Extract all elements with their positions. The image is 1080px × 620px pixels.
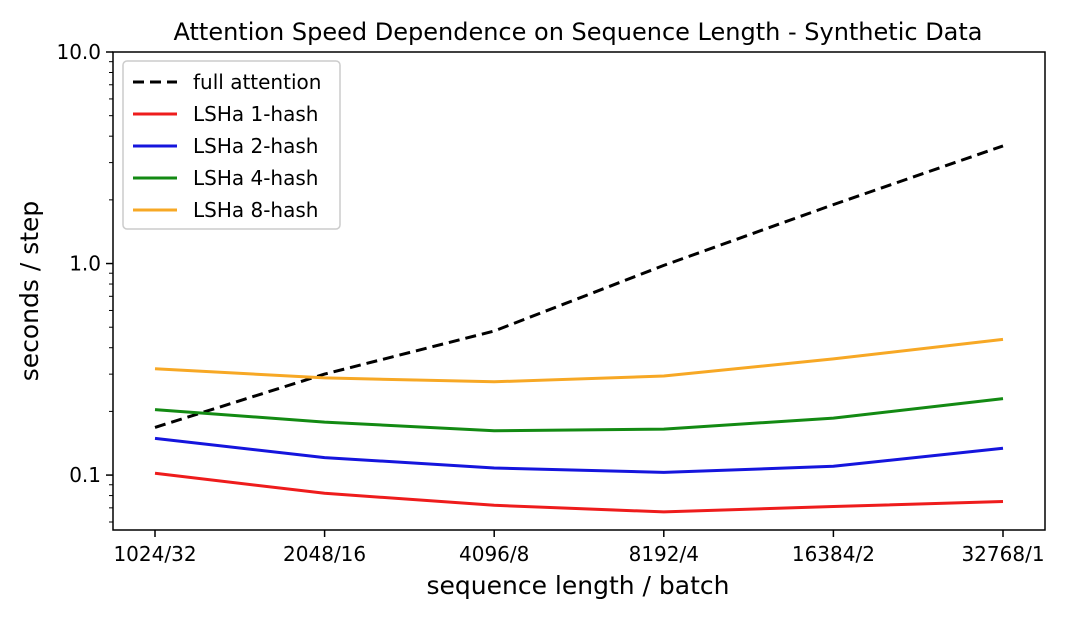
x-tick-label: 8192/4 [629,542,699,566]
y-tick-label: 10.0 [56,40,101,64]
legend-label: LSHa 8-hash [193,198,318,222]
axes-layer: 1024/32 2048/16 4096/8 8192/4 16384/2 32768/1… [56,40,1046,566]
x-tick-label: 16384/2 [792,542,875,566]
legend: full attention LSHa 1-hash LSHa 2-hash LSHa… [122,60,341,230]
y-tick-label: 0.1 [69,463,101,487]
x-tick-label: 1024/32 [113,542,196,566]
legend-label: LSHa 1-hash [193,102,318,126]
y-axis-label: seconds / step [15,201,44,382]
x-tick-label: 2048/16 [283,542,366,566]
chart-title: Attention Speed Dependence on Sequence L… [174,18,983,46]
x-axis-label: sequence length / batch [426,571,729,600]
plot-frame [112,51,1046,531]
legend-label: LSHa 4-hash [193,166,318,190]
legend-label: full attention [193,70,321,94]
series-line-2 [154,436,1004,474]
series-line-0 [154,144,1004,429]
series-line-1 [154,471,1004,514]
y-tick-label: 1.0 [69,252,101,276]
series-line-3 [154,397,1004,433]
x-tick-label: 32768/1 [961,542,1044,566]
series-line-4 [154,337,1004,384]
legend-box [122,60,341,230]
legend-label: LSHa 2-hash [193,134,318,158]
x-tick-label: 4096/8 [459,542,529,566]
series-layer [154,144,1004,514]
